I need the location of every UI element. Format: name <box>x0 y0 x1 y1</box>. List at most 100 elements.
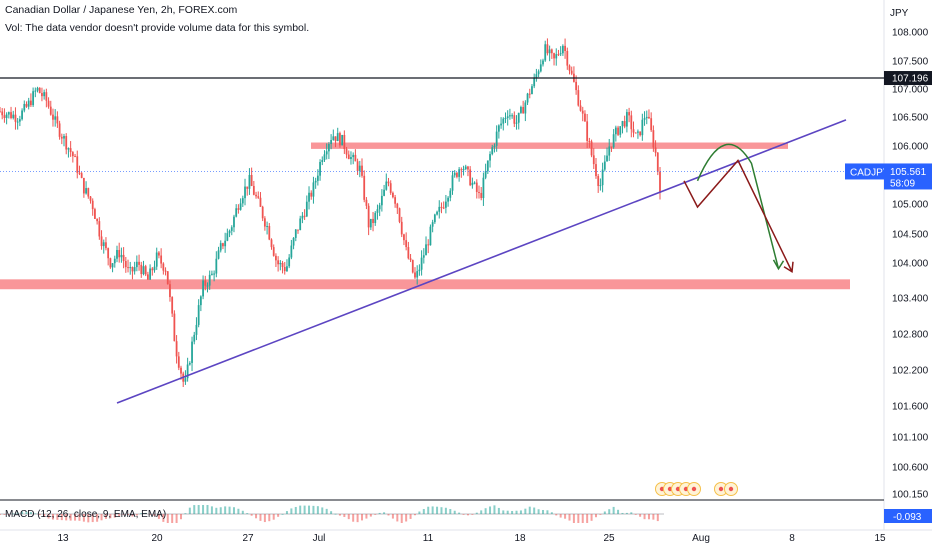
macd-bar <box>166 514 169 523</box>
candle-body <box>323 154 326 161</box>
candle-body <box>610 146 613 148</box>
macd-bar <box>197 505 200 514</box>
macd-bar <box>193 505 196 514</box>
candle-body <box>153 266 156 271</box>
macd-bar <box>78 514 81 521</box>
candle-body <box>643 118 646 120</box>
candle-body <box>374 212 377 224</box>
macd-bar <box>383 512 386 514</box>
macd-bar <box>387 514 390 516</box>
macd-bar <box>312 505 315 514</box>
candle-body <box>235 208 238 217</box>
candle-body <box>301 215 304 219</box>
demand-zone[interactable] <box>0 279 850 290</box>
macd-bar <box>436 506 439 514</box>
candle-body <box>601 169 604 186</box>
macd-label[interactable]: MACD (12, 26, close, 9, EMA, EMA) <box>5 509 167 520</box>
candle-body <box>316 175 319 181</box>
candle-body <box>425 244 427 256</box>
candle-body <box>363 175 366 200</box>
macd-bar <box>25 511 28 514</box>
macd-bar <box>594 514 597 518</box>
countdown-label: 58:09 <box>890 178 915 189</box>
candle-body <box>542 60 544 65</box>
macd-bar <box>65 514 68 521</box>
resistance-price-label: 107.196 <box>892 74 929 85</box>
candle-body <box>548 49 551 54</box>
chart-title: Canadian Dollar / Japanese Yen, 2h, FORE… <box>5 4 238 16</box>
price-tick-label: 105.000 <box>892 200 929 211</box>
candle-body <box>45 92 48 101</box>
macd-bar <box>608 509 611 514</box>
candle-body <box>433 214 436 223</box>
macd-bar <box>250 514 253 516</box>
supply-zone[interactable] <box>311 142 788 149</box>
macd-bar <box>303 505 306 514</box>
price-tick-label: 104.000 <box>892 259 929 270</box>
candle-body <box>614 127 617 135</box>
candle-body <box>637 131 639 133</box>
candle-body <box>241 198 244 204</box>
candle-body <box>292 237 295 246</box>
plot-area[interactable] <box>0 0 884 530</box>
projection-red-path[interactable] <box>683 159 793 273</box>
candle-body <box>632 129 635 133</box>
macd-bar <box>56 514 59 520</box>
candle-body <box>396 203 399 209</box>
candle-body <box>288 257 291 267</box>
candle-body <box>431 222 434 227</box>
candle-body <box>56 116 59 124</box>
macd-bar <box>449 509 452 514</box>
macd-bar <box>418 511 421 514</box>
candle-body <box>648 116 650 119</box>
candle-body <box>5 114 8 118</box>
candle-body <box>592 155 595 165</box>
candle-body <box>389 183 392 193</box>
projection-green-arrowhead <box>772 259 785 271</box>
macd-bar <box>184 513 187 515</box>
macd-bar <box>272 514 275 520</box>
projection-green-path[interactable] <box>696 143 780 270</box>
candle-body <box>166 271 169 285</box>
candle-body <box>252 185 255 195</box>
candle-body <box>52 114 54 120</box>
trendline[interactable] <box>116 119 847 404</box>
projection-red-arrowhead <box>783 261 794 274</box>
candle-body <box>595 164 597 177</box>
candle-body <box>442 207 445 209</box>
candle-body <box>193 334 196 342</box>
macd-bar <box>396 514 399 522</box>
macd-bar <box>255 514 258 519</box>
candle-body <box>645 116 648 119</box>
macd-bar <box>453 510 456 514</box>
macd-bar <box>572 514 575 523</box>
last-price-label: 105.561 <box>890 167 927 178</box>
candle-body <box>151 268 154 271</box>
candle-body <box>453 172 456 176</box>
candle-body <box>89 196 92 201</box>
candle-body <box>85 188 87 194</box>
candle-body <box>149 268 152 280</box>
candle-body <box>387 181 390 184</box>
candle-body <box>367 205 370 228</box>
candle-body <box>226 233 229 241</box>
candle-body <box>561 45 564 54</box>
candle-body <box>244 186 246 199</box>
macd-bar <box>581 514 584 523</box>
candle-body <box>69 148 72 153</box>
candle-body <box>312 182 315 197</box>
candle-body <box>493 145 496 148</box>
candle-body <box>444 201 447 208</box>
candle-body <box>358 165 361 171</box>
candle-body <box>385 181 388 190</box>
candle-body <box>277 260 280 265</box>
candle-body <box>12 114 15 119</box>
candle-body <box>352 154 355 158</box>
price-tick-label: 102.200 <box>892 366 929 377</box>
symbol-label: CADJPY <box>850 167 890 178</box>
price-tick-label: 104.500 <box>892 230 929 241</box>
price-tick-label: 101.100 <box>892 433 929 444</box>
candle-body <box>447 197 449 202</box>
candle-body <box>531 86 533 95</box>
